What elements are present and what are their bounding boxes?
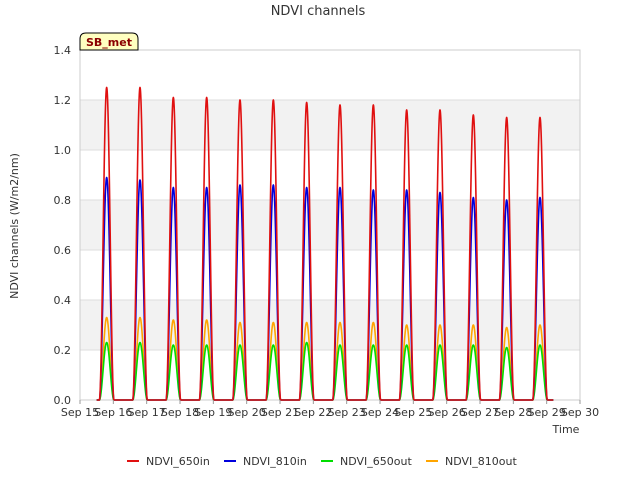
y-tick-label: 1.2 — [54, 94, 72, 107]
series-line-ndvi_650in — [96, 86, 554, 401]
x-tick-label: Sep 27 — [461, 406, 499, 419]
x-tick-label: Sep 15 — [61, 406, 99, 419]
background-bands — [80, 100, 580, 350]
x-axis-title: Time — [552, 423, 580, 436]
x-tick-label: Sep 22 — [294, 406, 332, 419]
legend-label: NDVI_810in — [243, 455, 307, 468]
x-tick-label: Sep 20 — [228, 406, 266, 419]
y-tick-label: 1.4 — [54, 44, 72, 57]
badge: SB_met — [79, 32, 139, 51]
y-tick-label: 0.6 — [54, 244, 72, 257]
y-tick-label: 0.0 — [54, 394, 72, 407]
legend-label: NDVI_650in — [146, 455, 210, 468]
x-tick-label: Sep 19 — [194, 406, 232, 419]
legend-label: NDVI_810out — [445, 455, 517, 468]
x-tick-label: Sep 26 — [428, 406, 466, 419]
x-tick-label: Sep 30 — [561, 406, 599, 419]
badge-box — [79, 32, 139, 51]
x-tick-label: Sep 24 — [361, 406, 399, 419]
y-tick-label: 0.4 — [54, 294, 72, 307]
x-tick-label: Sep 21 — [261, 406, 299, 419]
x-tick-label: Sep 28 — [494, 406, 532, 419]
x-tick-label: Sep 23 — [328, 406, 366, 419]
x-tick-label: Sep 29 — [528, 406, 566, 419]
badge-label: SB_met — [86, 36, 132, 49]
y-axis-title: NDVI channels (W/m2/nm) — [8, 153, 21, 299]
y-tick-label: 0.2 — [54, 344, 72, 357]
background-band — [80, 200, 580, 250]
y-tick-label: 1.0 — [54, 144, 72, 157]
series-layer — [96, 86, 554, 401]
chart-title: NDVI channels — [271, 4, 366, 19]
background-band — [80, 300, 580, 350]
legend-label: NDVI_650out — [340, 455, 412, 468]
x-tick-label: Sep 18 — [161, 406, 199, 419]
x-tick-label: Sep 17 — [128, 406, 166, 419]
legend: NDVI_650in NDVI_810in NDVI_650out NDVI_810o… — [127, 455, 517, 468]
x-tick-label: Sep 25 — [394, 406, 432, 419]
y-tick-label: 0.8 — [54, 194, 72, 207]
series-line-ndvi_650out — [96, 341, 554, 401]
x-tick-label: Sep 16 — [94, 406, 132, 419]
background-band — [80, 100, 580, 150]
y-tick-labels: 0.0 0.2 0.4 0.6 0.8 1.0 1.2 1.4 — [54, 44, 72, 407]
